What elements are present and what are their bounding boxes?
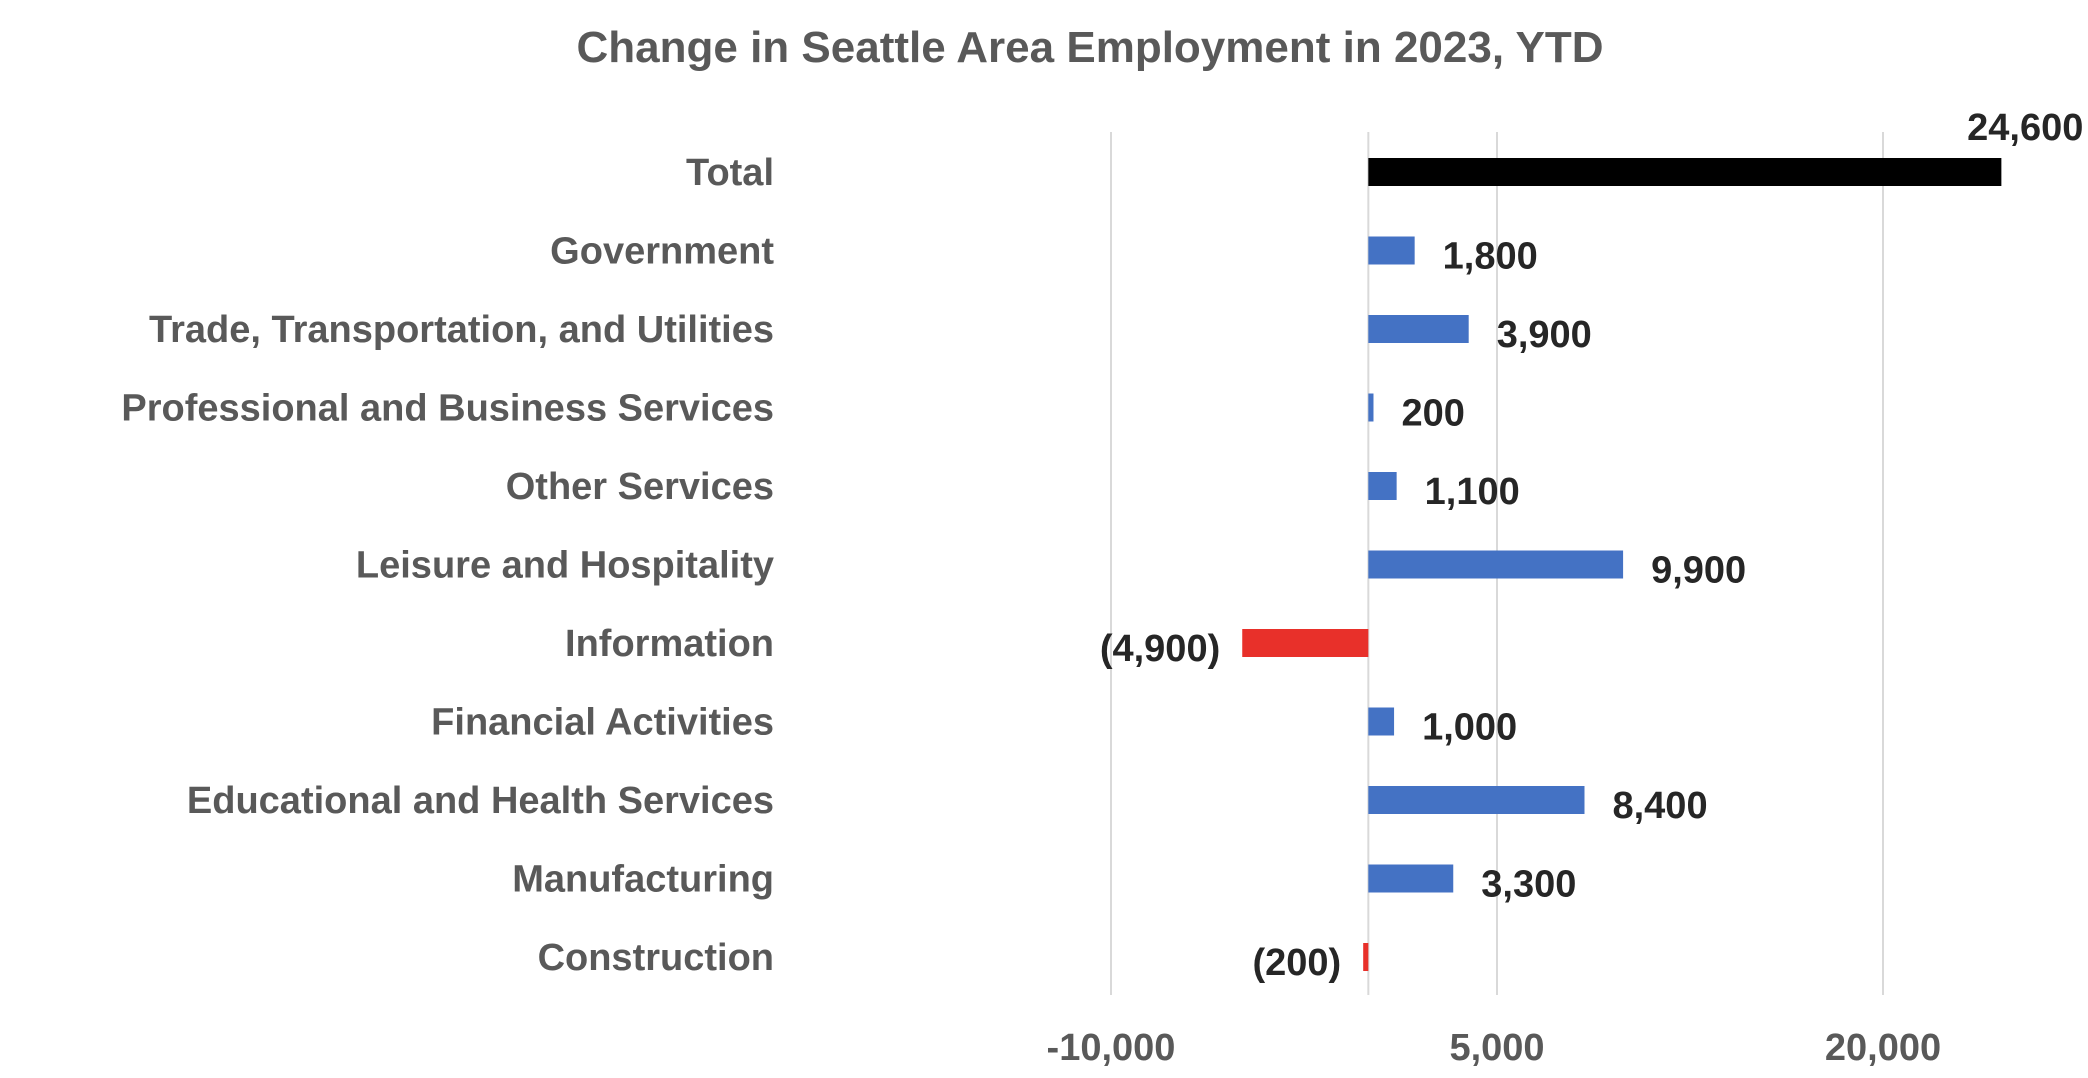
data-label: 24,600 <box>1967 107 2083 149</box>
bar <box>1242 629 1369 657</box>
bar <box>1368 864 1454 893</box>
x-tick-label: 20,000 <box>1825 1027 1941 1069</box>
category-label: Educational and Health Services <box>187 780 774 822</box>
data-label: (200) <box>1252 942 1341 984</box>
bar <box>1363 943 1369 971</box>
data-label: 3,900 <box>1497 314 1592 356</box>
bar <box>1368 236 1415 265</box>
category-label: Government <box>550 231 774 273</box>
data-labels: 24,600 1,800 3,900 200 1,100 9,900 (4,900) 1,00… <box>1100 107 2084 984</box>
x-tick-label: -10,000 <box>1047 1027 1176 1069</box>
category-label: Other Services <box>506 466 774 508</box>
bars <box>1242 158 2002 971</box>
data-label: 8,400 <box>1612 785 1707 827</box>
x-tick-label: 5,000 <box>1449 1027 1544 1069</box>
category-label: Trade, Transportation, and Utilities <box>149 309 774 351</box>
data-label: 1,100 <box>1425 471 1520 513</box>
data-label: 3,300 <box>1481 864 1576 906</box>
bar <box>1368 550 1624 579</box>
data-label: 1,800 <box>1443 236 1538 278</box>
x-axis-tick-labels: -10,000 5,000 20,000 <box>1047 1027 1942 1069</box>
category-label: Professional and Business Services <box>121 388 774 430</box>
data-label: 9,900 <box>1651 550 1746 592</box>
category-label: Financial Activities <box>431 702 774 744</box>
bar <box>1368 786 1585 814</box>
bar <box>1368 393 1374 422</box>
bar <box>1368 315 1469 343</box>
data-label: 1,000 <box>1422 707 1517 749</box>
bar <box>1368 707 1395 736</box>
category-labels: Total Government Trade, Transportation, an… <box>121 152 774 979</box>
bar-total <box>1368 158 2002 186</box>
bar <box>1368 472 1397 500</box>
category-label: Construction <box>538 937 774 979</box>
category-label: Manufacturing <box>512 859 774 901</box>
data-label: 200 <box>1401 393 1464 435</box>
category-label: Total <box>686 152 774 194</box>
category-label: Information <box>565 623 774 665</box>
chart-title: Change in Seattle Area Employment in 202… <box>577 23 1604 72</box>
data-label: (4,900) <box>1100 628 1220 670</box>
category-label: Leisure and Hospitality <box>356 545 774 587</box>
